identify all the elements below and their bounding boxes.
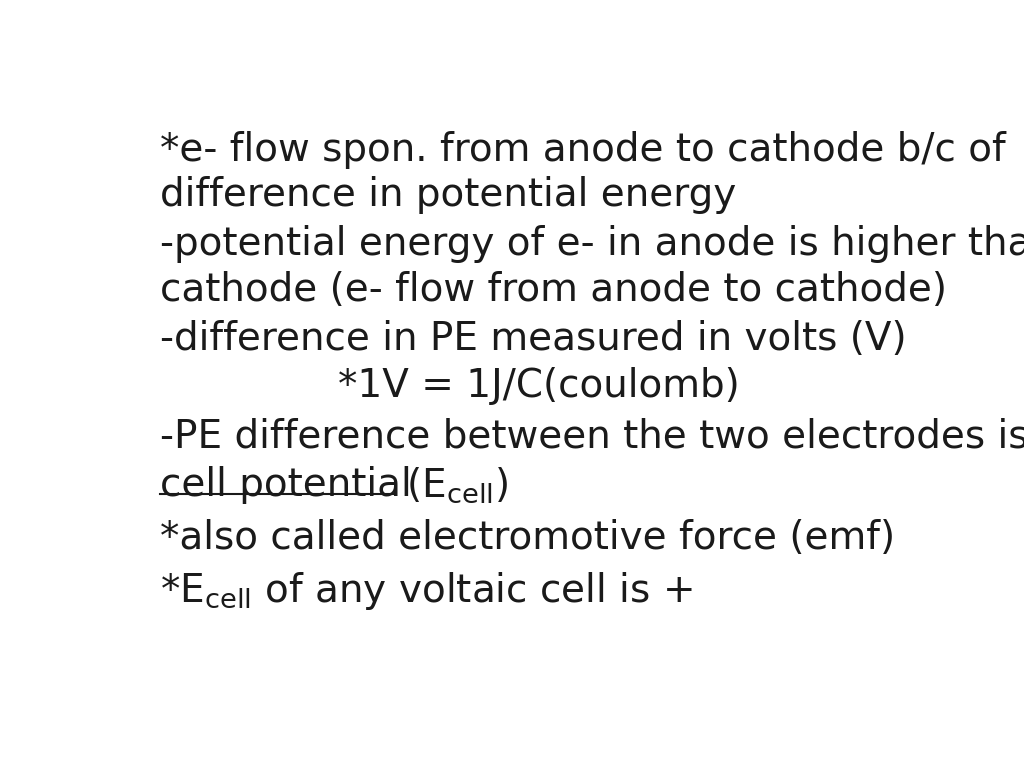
Text: -potential energy of e- in anode is higher than in: -potential energy of e- in anode is high…	[160, 225, 1024, 263]
Text: -difference in PE measured in volts (V): -difference in PE measured in volts (V)	[160, 319, 906, 358]
Text: cell potential: cell potential	[160, 466, 412, 504]
Text: cathode (e- flow from anode to cathode): cathode (e- flow from anode to cathode)	[160, 271, 947, 309]
Text: *also called electromotive force (emf): *also called electromotive force (emf)	[160, 519, 895, 557]
Text: *e- flow spon. from anode to cathode b/c of: *e- flow spon. from anode to cathode b/c…	[160, 131, 1006, 169]
Text: *1V = 1J/C(coulomb): *1V = 1J/C(coulomb)	[338, 367, 740, 406]
Text: -PE difference between the two electrodes is the: -PE difference between the two electrode…	[160, 418, 1024, 455]
Text: (E$_{\mathrm{cell}}$): (E$_{\mathrm{cell}}$)	[394, 466, 508, 505]
Text: difference in potential energy: difference in potential energy	[160, 176, 736, 214]
Text: *E$_{\mathrm{cell}}$ of any voltaic cell is +: *E$_{\mathrm{cell}}$ of any voltaic cell…	[160, 570, 692, 612]
